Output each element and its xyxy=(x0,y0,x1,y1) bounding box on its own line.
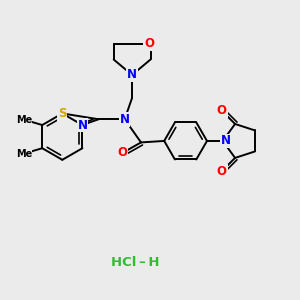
Text: O: O xyxy=(118,146,128,159)
Text: N: N xyxy=(220,134,230,147)
Text: Me: Me xyxy=(16,115,32,125)
Text: O: O xyxy=(217,165,227,178)
Text: O: O xyxy=(217,104,227,117)
Text: S: S xyxy=(58,107,67,120)
Text: Me: Me xyxy=(16,148,32,159)
Text: N: N xyxy=(127,68,137,82)
Text: O: O xyxy=(144,37,154,50)
Text: N: N xyxy=(120,113,130,126)
Text: N: N xyxy=(77,118,87,131)
Text: HCl – H: HCl – H xyxy=(111,256,159,269)
